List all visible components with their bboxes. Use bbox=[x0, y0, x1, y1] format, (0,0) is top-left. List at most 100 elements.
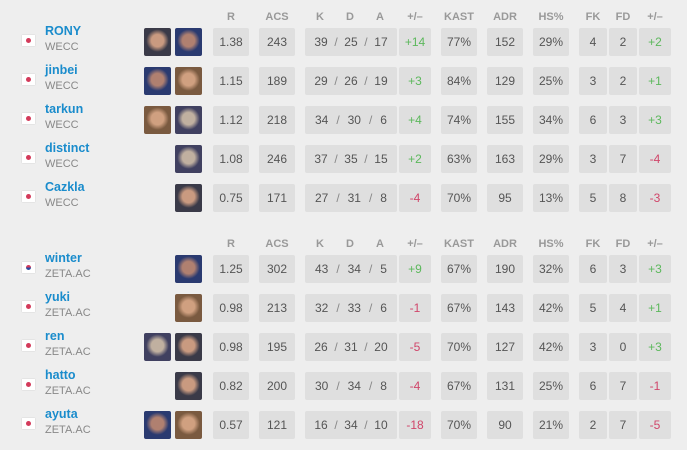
separator: / bbox=[368, 301, 373, 315]
header-fk[interactable]: FK bbox=[585, 238, 601, 250]
header-acs[interactable]: ACS bbox=[265, 238, 289, 250]
stat-rating: 0.98 bbox=[213, 294, 249, 322]
header-k[interactable]: K bbox=[316, 11, 324, 23]
separator: / bbox=[364, 152, 368, 166]
stat-first-kills: 6 bbox=[579, 255, 607, 283]
assists: 5 bbox=[380, 262, 387, 276]
stat-acs: 171 bbox=[259, 184, 295, 212]
assists: 10 bbox=[374, 418, 388, 432]
player-name-link[interactable]: winter bbox=[45, 251, 82, 265]
player-row: ren ZETA.AC 0.98 195 26 / 31 / 20 -5 70% 127 42% 3 0 +3 bbox=[0, 329, 687, 361]
player-row: RONY WECC 1.38 243 39 / 25 / 17 +14 77% 152 29% 4 2 +2 bbox=[0, 24, 687, 56]
header-kast[interactable]: KAST bbox=[444, 238, 474, 250]
player-name-link[interactable]: jinbei bbox=[45, 63, 78, 77]
player-name-link[interactable]: distinct bbox=[45, 141, 90, 155]
stat-kda: 26 / 31 / 20 bbox=[305, 333, 397, 361]
stat-acs: 200 bbox=[259, 372, 295, 400]
assists: 15 bbox=[374, 152, 388, 166]
stat-kast: 77% bbox=[441, 28, 477, 56]
player-name-link[interactable]: RONY bbox=[45, 24, 82, 38]
stat-acs: 302 bbox=[259, 255, 295, 283]
flag-icon-jp bbox=[22, 191, 35, 202]
deaths: 34 bbox=[347, 262, 361, 276]
agent-icon-1 bbox=[175, 372, 202, 400]
player-name-link[interactable]: Cazkla bbox=[45, 180, 85, 194]
stat-adr: 155 bbox=[487, 106, 523, 134]
stat-kda: 34 / 30 / 6 bbox=[305, 106, 397, 134]
header-fk-fd-diff[interactable]: +/– bbox=[647, 238, 663, 250]
stat-plus-minus: -18 bbox=[399, 411, 431, 439]
stat-adr: 190 bbox=[487, 255, 523, 283]
header-hs[interactable]: HS% bbox=[538, 11, 564, 23]
separator: / bbox=[334, 74, 338, 88]
stat-kast: 70% bbox=[441, 184, 477, 212]
header-fd[interactable]: FD bbox=[615, 11, 631, 23]
player-name-link[interactable]: tarkun bbox=[45, 102, 84, 116]
stat-rating: 0.98 bbox=[213, 333, 249, 361]
header-adr[interactable]: ADR bbox=[493, 11, 517, 23]
header-k[interactable]: K bbox=[316, 238, 324, 250]
stat-plus-minus: +2 bbox=[399, 145, 431, 173]
stat-first-deaths: 4 bbox=[609, 294, 637, 322]
flag-emblem bbox=[26, 77, 31, 82]
flag-icon-jp bbox=[22, 74, 35, 85]
header-a[interactable]: A bbox=[376, 238, 384, 250]
player-name-link[interactable]: hatto bbox=[45, 368, 76, 382]
stat-hs-percent: 42% bbox=[533, 294, 569, 322]
header-fk-fd-diff[interactable]: +/– bbox=[647, 11, 663, 23]
player-row: winter ZETA.AC 1.25 302 43 / 34 / 5 +9 67% 190 32% 6 3… bbox=[0, 251, 687, 283]
header-d[interactable]: D bbox=[346, 11, 354, 23]
flag-emblem bbox=[26, 38, 31, 43]
stat-adr: 127 bbox=[487, 333, 523, 361]
stat-adr: 131 bbox=[487, 372, 523, 400]
stat-fk-fd-diff: -4 bbox=[639, 145, 671, 173]
header-r[interactable]: R bbox=[227, 11, 235, 23]
stat-acs: 213 bbox=[259, 294, 295, 322]
header-adr[interactable]: ADR bbox=[493, 238, 517, 250]
flag-emblem bbox=[26, 265, 31, 270]
separator: / bbox=[368, 113, 373, 127]
separator: / bbox=[336, 113, 340, 127]
stat-first-deaths: 7 bbox=[609, 372, 637, 400]
separator: / bbox=[368, 379, 373, 393]
stat-kda: 29 / 26 / 19 bbox=[305, 67, 397, 95]
player-name-link[interactable]: yuki bbox=[45, 290, 71, 304]
stat-hs-percent: 21% bbox=[533, 411, 569, 439]
separator: / bbox=[334, 152, 338, 166]
kills: 37 bbox=[314, 152, 328, 166]
header-hs[interactable]: HS% bbox=[538, 238, 564, 250]
stat-adr: 129 bbox=[487, 67, 523, 95]
assists: 19 bbox=[374, 74, 388, 88]
header-kast[interactable]: KAST bbox=[444, 11, 474, 23]
stat-first-kills: 4 bbox=[579, 28, 607, 56]
player-team: ZETA.AC bbox=[45, 346, 91, 358]
player-row: ayuta ZETA.AC 0.57 121 16 / 34 / 10 -18 70% 90 21% 2 7… bbox=[0, 407, 687, 439]
stat-hs-percent: 29% bbox=[533, 28, 569, 56]
header-fd[interactable]: FD bbox=[615, 238, 631, 250]
stat-rating: 0.82 bbox=[213, 372, 249, 400]
header-plus-minus[interactable]: +/– bbox=[407, 238, 423, 250]
flag-icon-jp bbox=[22, 301, 35, 312]
stat-plus-minus: -5 bbox=[399, 333, 431, 361]
deaths: 34 bbox=[347, 379, 361, 393]
stat-hs-percent: 32% bbox=[533, 255, 569, 283]
player-name-link[interactable]: ayuta bbox=[45, 407, 78, 421]
agent-icon-2 bbox=[175, 106, 202, 134]
header-d[interactable]: D bbox=[346, 238, 354, 250]
player-name-link[interactable]: ren bbox=[45, 329, 65, 343]
stat-plus-minus: -1 bbox=[399, 294, 431, 322]
header-acs[interactable]: ACS bbox=[265, 11, 289, 23]
stat-plus-minus: -4 bbox=[399, 372, 431, 400]
agent-icon-1 bbox=[144, 333, 171, 361]
kills: 39 bbox=[314, 35, 328, 49]
header-a[interactable]: A bbox=[376, 11, 384, 23]
separator: / bbox=[334, 35, 338, 49]
header-r[interactable]: R bbox=[227, 238, 235, 250]
header-plus-minus[interactable]: +/– bbox=[407, 11, 423, 23]
flag-icon-kr bbox=[22, 262, 35, 273]
stat-rating: 1.38 bbox=[213, 28, 249, 56]
stat-first-deaths: 0 bbox=[609, 333, 637, 361]
player-row: jinbei WECC 1.15 189 29 / 26 / 19 +3 84% 129 25% 3 2 +1 bbox=[0, 63, 687, 95]
header-fk[interactable]: FK bbox=[585, 11, 601, 23]
player-row: Cazkla WECC 0.75 171 27/31/8 -4 70% 95 13% 5 8 -3 bbox=[0, 180, 687, 212]
